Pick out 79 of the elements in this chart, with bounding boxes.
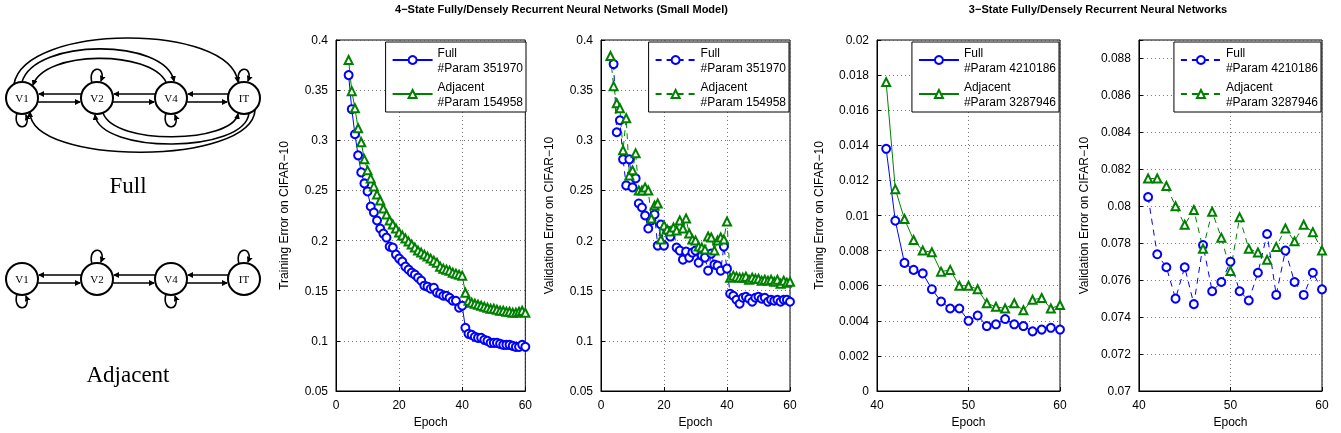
x-axis-title: Epoch	[678, 414, 713, 429]
y-tick-label: 0.08	[1107, 199, 1132, 214]
y-tick-label: 0.016	[838, 103, 870, 118]
text: 4−State Fully/Densely Recurrent Neural Networks (Small Model)	[394, 3, 729, 15]
x-tick-label: 50	[1223, 398, 1238, 412]
text: V2	[90, 92, 104, 104]
y-tick-label: 0.074	[1100, 310, 1132, 325]
text: IT	[238, 92, 250, 104]
y-tick-label: 0.076	[1100, 273, 1132, 288]
y-tick-label: 0.072	[1100, 347, 1132, 362]
legend-label: Adjacent #Param 154958	[700, 79, 787, 109]
x-axis-title: Epoch	[951, 414, 986, 429]
x-tick-label: 40	[720, 398, 734, 412]
x-tick-label: 40	[870, 398, 884, 412]
y-tick-label: 0.35	[569, 83, 594, 98]
y-axis-title: Validation Error on CIFAR−10	[542, 136, 556, 295]
y-tick-label: 0.078	[1100, 236, 1132, 251]
x-tick-label: 40	[1132, 398, 1146, 412]
y-tick-label: 0.25	[569, 183, 594, 198]
y-tick-label: 0.4	[311, 33, 329, 47]
text: V1	[15, 273, 29, 285]
y-tick-label: 0.25	[304, 183, 329, 198]
y-tick-label: 0.35	[304, 83, 329, 98]
y-tick-label: 0.3	[311, 133, 329, 148]
y-tick-label: 0.15	[304, 283, 329, 298]
y-tick-label: 0.004	[838, 313, 870, 328]
y-tick-label: 0.008	[838, 243, 870, 258]
x-tick-label: 0	[332, 398, 340, 412]
legend-label: Full #Param 4210186	[1225, 45, 1319, 75]
legend-label: Full #Param 351970	[700, 45, 787, 75]
y-tick-label: 0.3	[576, 133, 594, 148]
y-axis-title: Training Error on CIFAR−10	[277, 140, 291, 290]
y-tick-label: 0.088	[1100, 51, 1132, 66]
text: 3−State Fully/Densely Recurrent Neural Networks	[967, 3, 1229, 15]
y-tick-label: 0.05	[304, 384, 329, 398]
legend-label: Adjacent #Param 3287946	[963, 79, 1057, 109]
y-tick-label: 0.014	[838, 138, 870, 153]
y-axis-title: Training Error on CIFAR−10	[812, 140, 826, 290]
y-tick-label: 0.002	[838, 348, 870, 363]
x-tick-label: 60	[783, 398, 797, 412]
y-axis-title: Validation Error on CIFAR−10	[1077, 136, 1091, 295]
y-tick-label: 0.07	[1107, 384, 1132, 398]
legend-label: Adjacent #Param 154958	[437, 79, 524, 109]
y-tick-label: 0	[862, 384, 870, 398]
y-tick-label: 0.012	[838, 173, 870, 188]
text: V4	[164, 273, 179, 285]
x-tick-label: 60	[518, 398, 533, 412]
y-tick-label: 0.084	[1100, 125, 1132, 140]
text: Adjacent	[86, 362, 171, 387]
x-tick-label: 20	[657, 398, 671, 412]
legend-label: Full #Param 4210186	[963, 45, 1057, 75]
x-axis-title: Epoch	[1213, 414, 1248, 429]
y-tick-label: 0.01	[845, 208, 870, 223]
y-tick-label: 0.02	[845, 33, 870, 47]
y-tick-label: 0.018	[838, 68, 870, 83]
y-tick-label: 0.15	[569, 283, 594, 298]
y-tick-label: 0.082	[1100, 162, 1132, 177]
x-tick-label: 60	[1315, 398, 1329, 412]
legend-label: Adjacent #Param 3287946	[1225, 79, 1319, 109]
y-tick-label: 0.05	[569, 384, 594, 398]
y-tick-label: 0.006	[838, 278, 870, 293]
y-tick-label: 0.4	[576, 33, 594, 47]
y-tick-label: 0.1	[311, 333, 329, 348]
y-tick-label: 0.1	[576, 333, 594, 348]
x-tick-label: 60	[1053, 398, 1067, 412]
text: IT	[238, 273, 250, 285]
x-tick-label: 40	[455, 398, 470, 412]
text: V2	[90, 273, 104, 285]
y-tick-label: 0.086	[1100, 88, 1132, 103]
x-tick-label: 0	[597, 398, 605, 412]
text: V4	[164, 92, 179, 104]
x-tick-label: 20	[392, 398, 407, 412]
text: V1	[15, 92, 29, 104]
x-axis-title: Epoch	[413, 414, 448, 429]
x-tick-label: 50	[961, 398, 976, 412]
y-tick-label: 0.2	[576, 233, 594, 248]
text: Full	[109, 173, 147, 198]
y-tick-label: 0.2	[311, 233, 329, 248]
legend-label: Full #Param 351970	[437, 45, 524, 75]
